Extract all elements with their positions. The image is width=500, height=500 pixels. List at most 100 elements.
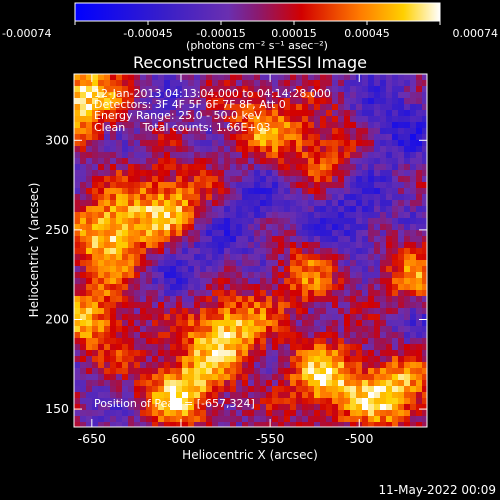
heatmap-cell (80, 230, 87, 237)
heatmap-cell (92, 392, 99, 399)
heatmap-cell (320, 170, 327, 177)
heatmap-cell (80, 278, 87, 285)
heatmap-cell (110, 260, 117, 267)
heatmap-cell (398, 368, 405, 375)
heatmap-cell (344, 218, 351, 225)
heatmap-cell (416, 380, 423, 387)
heatmap-cell (122, 236, 129, 243)
heatmap-cell (224, 80, 231, 87)
heatmap-cell (176, 152, 183, 159)
heatmap-cell (122, 80, 129, 87)
heatmap-cell (416, 416, 423, 423)
heatmap-cell (140, 254, 147, 261)
heatmap-cell (386, 344, 393, 351)
heatmap-cell (122, 404, 129, 411)
heatmap-cell (116, 116, 123, 123)
heatmap-cell (80, 356, 87, 363)
heatmap-cell (170, 218, 177, 225)
heatmap-cell (344, 200, 351, 207)
heatmap-cell (110, 296, 117, 303)
heatmap-cell (302, 374, 309, 381)
heatmap-cell (260, 284, 267, 291)
heatmap-cell (296, 206, 303, 213)
heatmap-cell (110, 272, 117, 279)
heatmap-cell (248, 290, 255, 297)
heatmap-cell (260, 380, 267, 387)
heatmap-cell (80, 344, 87, 351)
heatmap-cell (164, 326, 171, 333)
heatmap-cell (104, 362, 111, 369)
heatmap-cell (338, 104, 345, 111)
heatmap-cell (116, 326, 123, 333)
heatmap-cell (122, 164, 129, 171)
heatmap-cell (404, 392, 411, 399)
x-tick-label: -600 (167, 431, 195, 446)
heatmap-cell (344, 296, 351, 303)
heatmap-cell (188, 380, 195, 387)
heatmap-cell (80, 326, 87, 333)
heatmap-cell (230, 206, 237, 213)
heatmap-cell (230, 308, 237, 315)
heatmap-cell (308, 422, 315, 427)
heatmap-cell (278, 146, 285, 153)
heatmap-cell (386, 170, 393, 177)
heatmap-cell (308, 308, 315, 315)
heatmap-cell (128, 278, 135, 285)
heatmap-cell (356, 182, 363, 189)
heatmap-cell (176, 104, 183, 111)
heatmap-cell (110, 380, 117, 387)
heatmap-cell (386, 290, 393, 297)
heatmap-cell (110, 212, 117, 219)
heatmap-cell (176, 134, 183, 141)
heatmap-cell (236, 362, 243, 369)
heatmap-cell (122, 140, 129, 147)
heatmap-cell (254, 230, 261, 237)
heatmap-cell (92, 356, 99, 363)
heatmap-cell (260, 332, 267, 339)
heatmap-cell (254, 260, 261, 267)
heatmap-cell (176, 260, 183, 267)
heatmap-cell (212, 206, 219, 213)
heatmap-cell (362, 356, 369, 363)
heatmap-cell (284, 320, 291, 327)
heatmap-cell (410, 212, 417, 219)
heatmap-cell (194, 338, 201, 345)
heatmap-cell (200, 266, 207, 273)
heatmap-cell (392, 170, 399, 177)
heatmap-cell (284, 380, 291, 387)
heatmap-cell (368, 80, 375, 87)
heatmap-cell (374, 416, 381, 423)
heatmap-cell (194, 200, 201, 207)
heatmap-cell (266, 164, 273, 171)
heatmap-cell (86, 242, 93, 249)
heatmap-cell (278, 98, 285, 105)
heatmap-cell (284, 98, 291, 105)
heatmap-cell (158, 404, 165, 411)
heatmap-cell (146, 104, 153, 111)
heatmap-cell (308, 200, 315, 207)
heatmap-cell (134, 368, 141, 375)
heatmap-cell (236, 146, 243, 153)
heatmap-cell (224, 410, 231, 417)
heatmap-cell (260, 290, 267, 297)
heatmap-cell (152, 110, 159, 117)
heatmap-cell (350, 416, 357, 423)
heatmap-cell (248, 266, 255, 273)
heatmap-cell (398, 344, 405, 351)
heatmap-cell (194, 194, 201, 201)
heatmap-cell (254, 140, 261, 147)
heatmap-cell (398, 320, 405, 327)
heatmap-cell (332, 212, 339, 219)
heatmap-cell (140, 314, 147, 321)
heatmap-cell (302, 218, 309, 225)
heatmap-cell (140, 326, 147, 333)
heatmap-cell (152, 374, 159, 381)
heatmap-cell (344, 98, 351, 105)
heatmap-cell (194, 212, 201, 219)
heatmap-cell (290, 404, 297, 411)
heatmap-cell (242, 290, 249, 297)
heatmap-cell (368, 362, 375, 369)
heatmap-cell (74, 254, 81, 261)
heatmap-cell (380, 206, 387, 213)
heatmap-cell (344, 422, 351, 427)
